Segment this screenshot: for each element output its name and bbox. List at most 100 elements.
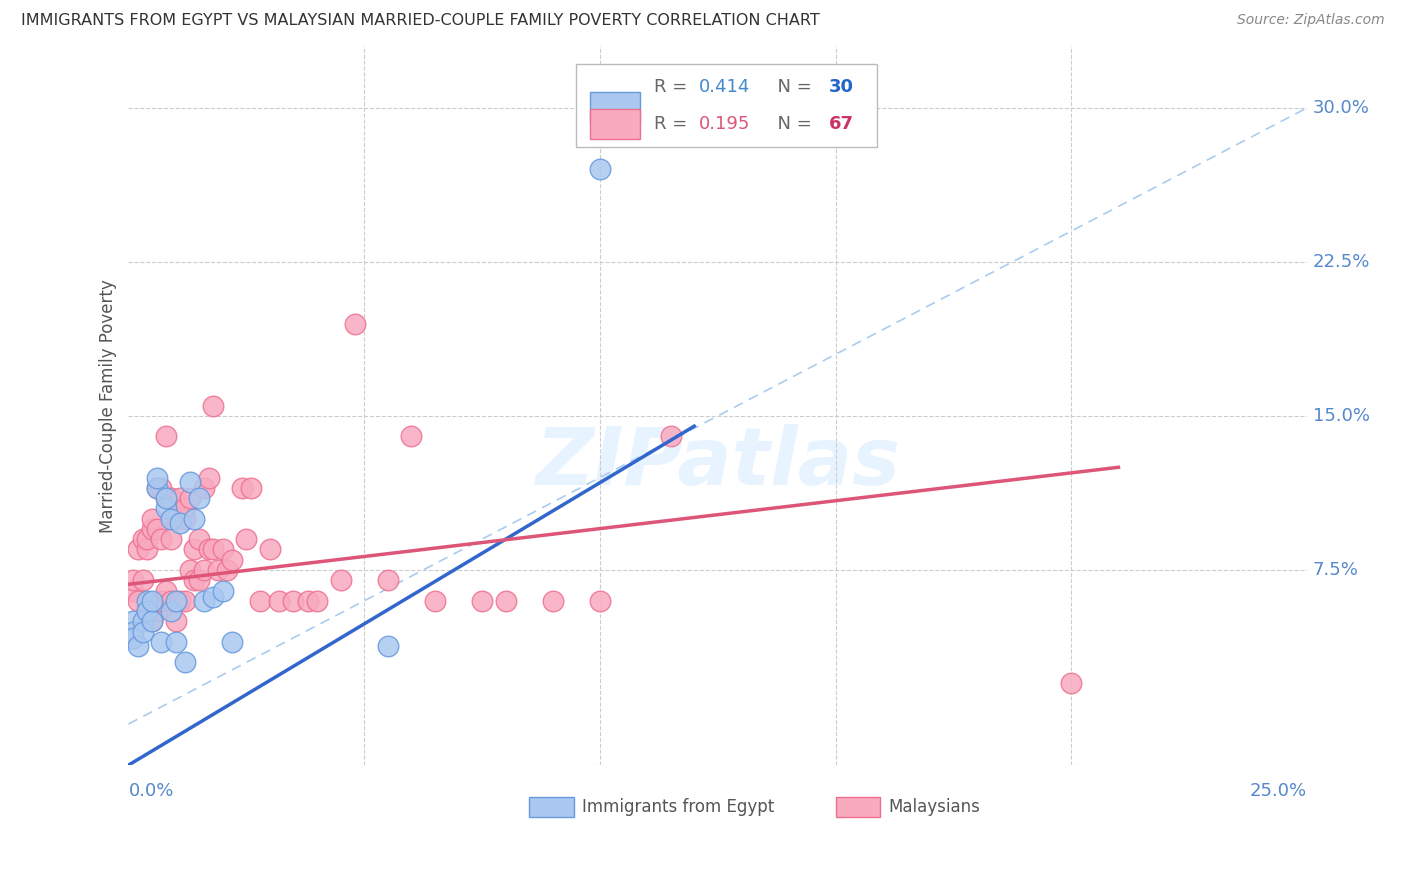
- Point: [659, 429, 682, 443]
- Point: [136, 594, 159, 608]
- Point: [122, 574, 145, 588]
- Text: 22.5%: 22.5%: [1313, 253, 1371, 271]
- Point: [174, 594, 197, 608]
- Point: [259, 542, 281, 557]
- Point: [131, 624, 153, 639]
- Text: Source: ZipAtlas.com: Source: ZipAtlas.com: [1237, 13, 1385, 28]
- Point: [193, 594, 215, 608]
- Point: [423, 594, 446, 608]
- Point: [122, 624, 145, 639]
- Point: [150, 481, 173, 495]
- Point: [377, 639, 399, 653]
- Point: [145, 481, 167, 495]
- Point: [343, 317, 366, 331]
- Point: [305, 594, 328, 608]
- Point: [150, 594, 173, 608]
- Point: [122, 583, 145, 598]
- Point: [202, 399, 225, 413]
- Point: [150, 532, 173, 546]
- Point: [160, 594, 183, 608]
- Point: [127, 594, 149, 608]
- Text: R =: R =: [654, 78, 693, 96]
- Point: [155, 429, 177, 443]
- Point: [160, 532, 183, 546]
- FancyBboxPatch shape: [591, 109, 640, 139]
- Text: 0.195: 0.195: [699, 115, 751, 133]
- Point: [131, 574, 153, 588]
- Point: [197, 542, 219, 557]
- Point: [131, 615, 153, 629]
- Point: [122, 615, 145, 629]
- Point: [202, 590, 225, 604]
- Point: [136, 604, 159, 618]
- Point: [127, 639, 149, 653]
- Text: 25.0%: 25.0%: [1250, 781, 1308, 799]
- Point: [269, 594, 291, 608]
- Text: R =: R =: [654, 115, 693, 133]
- Text: 30: 30: [828, 78, 853, 96]
- Point: [211, 583, 233, 598]
- Point: [188, 491, 211, 505]
- Point: [183, 511, 205, 525]
- Point: [589, 594, 612, 608]
- Text: 0.0%: 0.0%: [128, 781, 174, 799]
- Point: [150, 635, 173, 649]
- Point: [221, 635, 243, 649]
- Text: 30.0%: 30.0%: [1313, 99, 1369, 117]
- Point: [240, 481, 263, 495]
- Point: [145, 522, 167, 536]
- FancyBboxPatch shape: [529, 797, 574, 817]
- Point: [169, 594, 191, 608]
- Text: IMMIGRANTS FROM EGYPT VS MALAYSIAN MARRIED-COUPLE FAMILY POVERTY CORRELATION CHA: IMMIGRANTS FROM EGYPT VS MALAYSIAN MARRI…: [21, 13, 820, 29]
- Point: [495, 594, 517, 608]
- Point: [202, 542, 225, 557]
- Point: [174, 511, 197, 525]
- Point: [1060, 676, 1083, 690]
- Point: [141, 615, 163, 629]
- Point: [160, 604, 183, 618]
- Point: [231, 481, 253, 495]
- Point: [283, 594, 305, 608]
- Point: [145, 470, 167, 484]
- Text: 67: 67: [828, 115, 853, 133]
- Point: [165, 615, 187, 629]
- Point: [127, 542, 149, 557]
- Text: 15.0%: 15.0%: [1313, 407, 1369, 425]
- Point: [183, 574, 205, 588]
- Point: [141, 594, 163, 608]
- Point: [141, 615, 163, 629]
- Point: [155, 491, 177, 505]
- Text: Malaysians: Malaysians: [889, 797, 980, 816]
- Point: [197, 470, 219, 484]
- Point: [179, 563, 201, 577]
- Point: [145, 481, 167, 495]
- Point: [193, 563, 215, 577]
- Point: [211, 542, 233, 557]
- Point: [160, 491, 183, 505]
- Point: [169, 516, 191, 530]
- FancyBboxPatch shape: [835, 797, 880, 817]
- Point: [155, 491, 177, 505]
- Point: [141, 522, 163, 536]
- Text: ZIPatlas: ZIPatlas: [536, 425, 900, 502]
- Point: [160, 511, 183, 525]
- Point: [155, 583, 177, 598]
- Text: N =: N =: [766, 78, 818, 96]
- Point: [179, 491, 201, 505]
- Point: [179, 475, 201, 489]
- Point: [145, 604, 167, 618]
- Point: [401, 429, 423, 443]
- Point: [329, 574, 352, 588]
- Point: [193, 481, 215, 495]
- Point: [165, 594, 187, 608]
- Point: [217, 563, 239, 577]
- Point: [207, 563, 229, 577]
- Point: [165, 635, 187, 649]
- Point: [541, 594, 564, 608]
- Point: [136, 532, 159, 546]
- Point: [169, 491, 191, 505]
- Point: [377, 574, 399, 588]
- Point: [174, 656, 197, 670]
- Point: [136, 542, 159, 557]
- FancyBboxPatch shape: [576, 64, 877, 147]
